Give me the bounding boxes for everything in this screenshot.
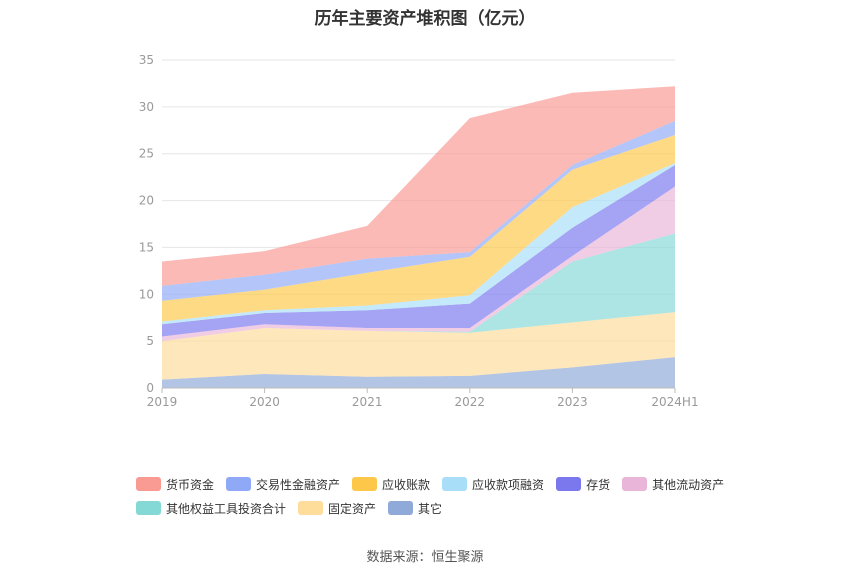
x-tick-label: 2019: [147, 395, 178, 409]
legend-swatch: [556, 477, 582, 491]
legend-label: 其他权益工具投资合计: [166, 501, 287, 516]
legend-label: 固定资产: [328, 501, 377, 516]
legend-label: 交易性金融资产: [256, 477, 341, 492]
area-series-7: [162, 120, 675, 301]
y-tick-label: 10: [139, 287, 154, 301]
x-tick-label: 2021: [352, 395, 383, 409]
area-series-2: [162, 233, 675, 342]
legend-item[interactable]: 货币资金: [136, 476, 214, 493]
area-series-6: [162, 134, 675, 322]
legend-label: 其他流动资产: [652, 477, 725, 492]
x-tick-label: 2020: [249, 395, 280, 409]
legend-label: 存货: [586, 477, 611, 492]
legend-item[interactable]: 交易性金融资产: [226, 476, 340, 493]
legend-swatch: [298, 501, 324, 515]
legend-swatch: [136, 501, 161, 515]
chart-title: 历年主要资产堆积图（亿元）: [314, 9, 536, 29]
legend-item[interactable]: 其他权益工具投资合计: [136, 500, 286, 517]
chart-legend: 货币资金 交易性金融资产 应收账款 应收款项融资 存货 其他流动资产其他权益工具投资合计 固…: [136, 472, 756, 520]
legend-item[interactable]: 应收账款: [352, 476, 430, 493]
legend-swatch: [136, 477, 161, 491]
legend-row: 其他权益工具投资合计 固定资产 其它: [136, 496, 756, 520]
legend-label: 货币资金: [166, 477, 215, 492]
area-series-8: [162, 86, 675, 286]
legend-swatch: [388, 501, 414, 515]
legend-swatch: [622, 477, 648, 491]
area-series-0: [162, 357, 675, 388]
y-tick-label: 0: [146, 381, 154, 395]
legend-label: 其它: [418, 501, 443, 516]
x-tick-label: 2022: [455, 395, 486, 409]
x-tick-label: 2024H1: [651, 395, 698, 409]
y-tick-label: 5: [146, 334, 154, 348]
y-tick-label: 20: [139, 194, 154, 208]
y-tick-label: 30: [139, 100, 154, 114]
y-tick-label: 15: [139, 240, 154, 254]
legend-item[interactable]: 固定资产: [298, 500, 376, 517]
legend-item[interactable]: 其它: [388, 500, 442, 517]
legend-label: 应收账款: [382, 477, 431, 492]
legend-item[interactable]: 存货: [556, 476, 610, 493]
legend-label: 应收款项融资: [472, 477, 545, 492]
legend-row: 货币资金 交易性金融资产 应收账款 应收款项融资 存货 其他流动资产: [136, 472, 756, 496]
legend-swatch: [226, 477, 252, 491]
area-series-1: [162, 312, 675, 380]
x-tick-label: 2023: [557, 395, 588, 409]
legend-swatch: [442, 477, 468, 491]
legend-item[interactable]: 其他流动资产: [622, 476, 724, 493]
legend-swatch: [352, 477, 378, 491]
y-tick-label: 25: [139, 147, 154, 161]
source-note: 数据来源：恒生聚源: [366, 550, 484, 565]
area-series-4: [162, 164, 675, 337]
legend-item[interactable]: 应收款项融资: [442, 476, 544, 493]
y-tick-label: 35: [139, 53, 154, 67]
